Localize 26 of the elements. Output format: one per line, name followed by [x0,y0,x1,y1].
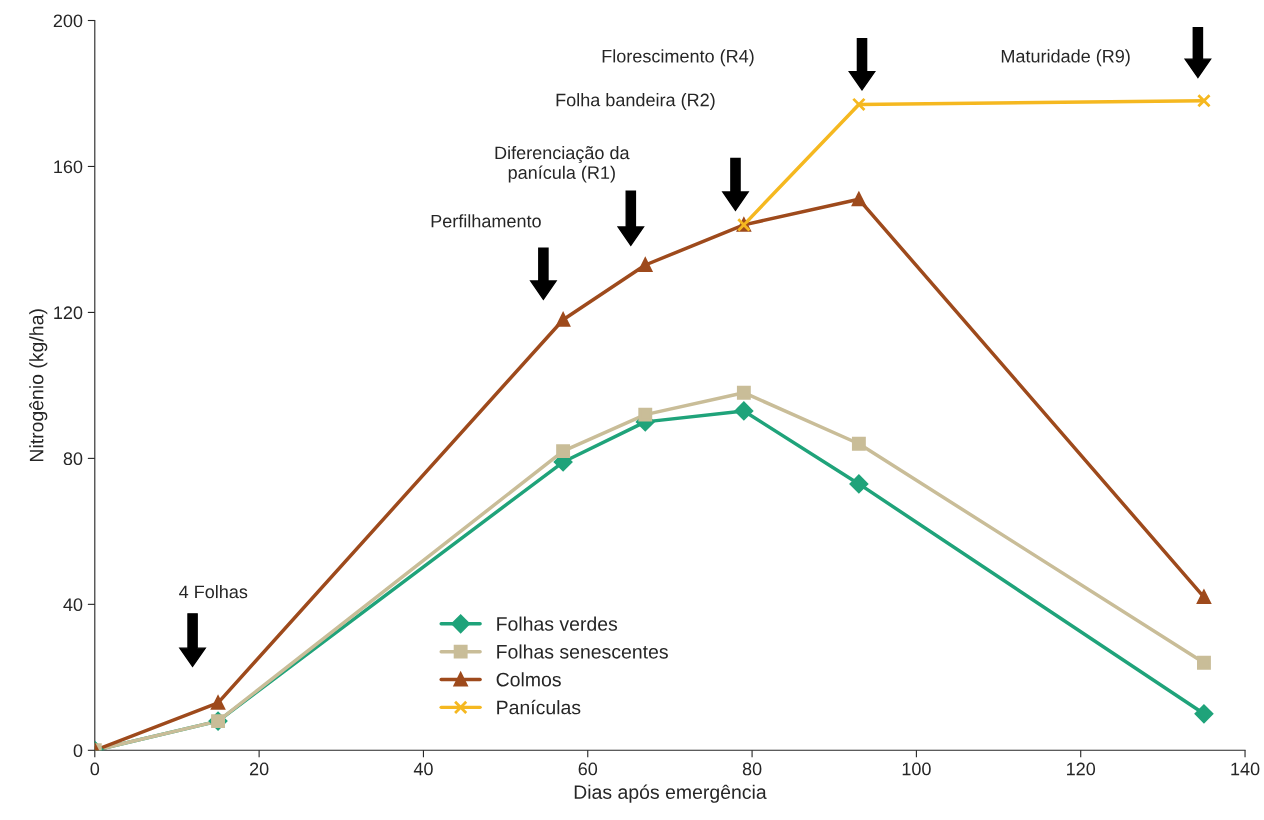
annotation: Folha bandeira (R2) [556,93,715,110]
x-tick-label: 80 [742,762,762,776]
x-tick-label: 120 [1067,762,1096,776]
legend-label: Folhas verdes [497,616,618,631]
legend-label: Folhas senescentes [497,644,668,659]
annotation: Florescimento (R4) [602,49,754,67]
x-axis-title: Dias após emergência [574,784,767,803]
x-tick-label: 20 [249,762,269,776]
y-tick-label: 200 [53,14,83,28]
y-tick-label: 0 [73,744,83,758]
y-tick-label: 120 [54,306,83,320]
x-tick-label: 0 [90,762,100,776]
annotation: 4 Folhas [179,584,248,599]
y-tick-label: 80 [63,452,83,466]
x-tick-label: 40 [413,762,433,776]
annotation: Diferenciação da panícula (R1) [495,145,630,183]
annotation: Maturidade (R9) [1001,49,1130,67]
y-tick-label: 40 [63,598,83,612]
legend-label: Colmos [496,672,561,687]
y-axis-title: Nitrogênio (kg/ha) [29,309,48,462]
x-tick-label: 60 [578,762,598,776]
legend-label: Panículas [497,699,581,715]
annotation: Perfilhamento [431,214,541,228]
x-tick-label: 140 [1231,762,1260,776]
x-tick-label: 100 [902,762,931,776]
y-tick-label: 160 [54,160,83,174]
